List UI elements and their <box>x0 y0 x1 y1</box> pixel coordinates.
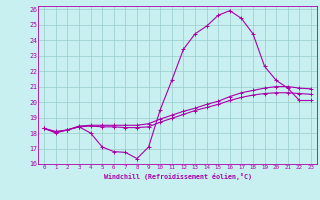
X-axis label: Windchill (Refroidissement éolien,°C): Windchill (Refroidissement éolien,°C) <box>104 173 252 180</box>
